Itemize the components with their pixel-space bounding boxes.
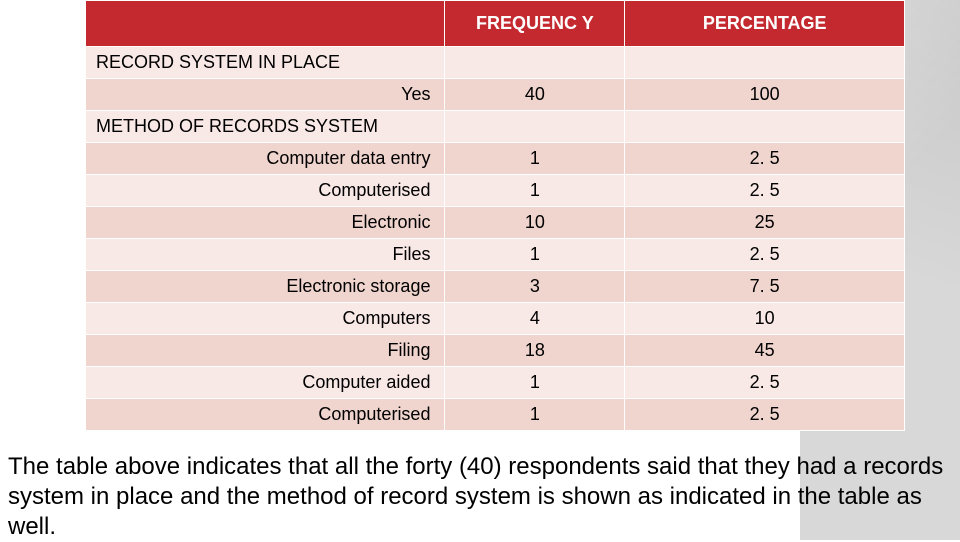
caption-text: The table above indicates that all the f… (8, 452, 952, 542)
row-freq: 1 (445, 143, 625, 175)
row-pct: 25 (625, 207, 905, 239)
row-freq: 18 (445, 335, 625, 367)
row-label: Yes (86, 79, 445, 111)
row-pct: 2. 5 (625, 175, 905, 207)
row-pct: 2. 5 (625, 143, 905, 175)
section-title: RECORD SYSTEM IN PLACE (86, 47, 445, 79)
section-header-row: RECORD SYSTEM IN PLACE (86, 47, 905, 79)
row-pct: 2. 5 (625, 367, 905, 399)
row-freq: 4 (445, 303, 625, 335)
header-frequency: FREQUENC Y (445, 1, 625, 47)
row-freq: 1 (445, 175, 625, 207)
cell-empty (625, 47, 905, 79)
table-row: Electronic 10 25 (86, 207, 905, 239)
row-label: Electronic (86, 207, 445, 239)
row-pct: 7. 5 (625, 271, 905, 303)
row-freq: 10 (445, 207, 625, 239)
row-label: Computerised (86, 399, 445, 431)
records-table: FREQUENC Y PERCENTAGE RECORD SYSTEM IN P… (85, 0, 905, 431)
row-label: Computer data entry (86, 143, 445, 175)
row-freq: 1 (445, 399, 625, 431)
table-row: Computers 4 10 (86, 303, 905, 335)
row-pct: 10 (625, 303, 905, 335)
header-empty (86, 1, 445, 47)
row-pct: 2. 5 (625, 399, 905, 431)
row-pct: 45 (625, 335, 905, 367)
section-header-row: METHOD OF RECORDS SYSTEM (86, 111, 905, 143)
row-freq: 40 (445, 79, 625, 111)
table-row: Computerised 1 2. 5 (86, 399, 905, 431)
cell-empty (445, 111, 625, 143)
header-percentage: PERCENTAGE (625, 1, 905, 47)
row-label: Computer aided (86, 367, 445, 399)
table-row: Electronic storage 3 7. 5 (86, 271, 905, 303)
row-label: Computerised (86, 175, 445, 207)
table-row: Files 1 2. 5 (86, 239, 905, 271)
section-title: METHOD OF RECORDS SYSTEM (86, 111, 445, 143)
cell-empty (445, 47, 625, 79)
table-row: Yes 40 100 (86, 79, 905, 111)
row-label: Electronic storage (86, 271, 445, 303)
table-row: Computer data entry 1 2. 5 (86, 143, 905, 175)
row-label: Files (86, 239, 445, 271)
row-freq: 3 (445, 271, 625, 303)
row-pct: 100 (625, 79, 905, 111)
slide-content: FREQUENC Y PERCENTAGE RECORD SYSTEM IN P… (0, 0, 960, 431)
row-freq: 1 (445, 239, 625, 271)
row-freq: 1 (445, 367, 625, 399)
cell-empty (625, 111, 905, 143)
table-row: Computer aided 1 2. 5 (86, 367, 905, 399)
row-pct: 2. 5 (625, 239, 905, 271)
row-label: Computers (86, 303, 445, 335)
table-row: Filing 18 45 (86, 335, 905, 367)
row-label: Filing (86, 335, 445, 367)
table-header-row: FREQUENC Y PERCENTAGE (86, 1, 905, 47)
table-row: Computerised 1 2. 5 (86, 175, 905, 207)
